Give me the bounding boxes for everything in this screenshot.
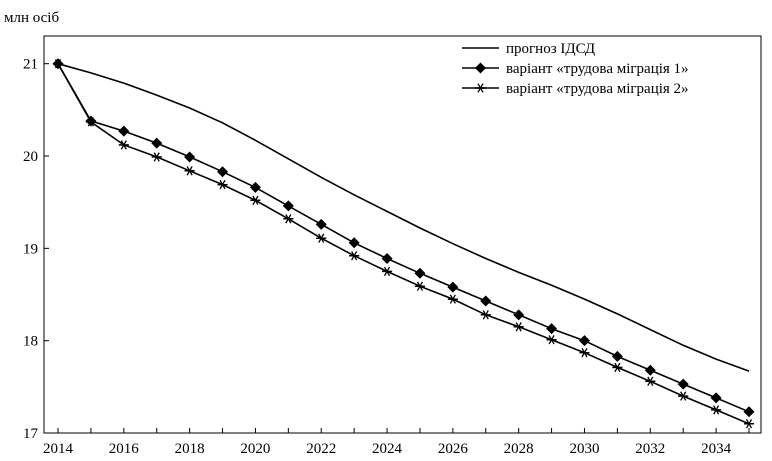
- y-tick-label: 21: [23, 57, 38, 73]
- data-point: [282, 200, 294, 212]
- series-layer: [52, 58, 755, 429]
- series-2: [52, 58, 755, 418]
- data-point: [546, 335, 557, 345]
- data-point: [118, 140, 129, 150]
- x-tick-label: 2014: [43, 441, 74, 457]
- legend: прогноз ІДСД варіант «трудова міграція 1»…: [462, 41, 689, 97]
- data-point: [151, 152, 162, 162]
- data-point: [711, 405, 722, 415]
- data-point: [414, 281, 425, 291]
- plot-frame: [43, 35, 762, 434]
- data-point: [118, 125, 130, 137]
- data-point: [447, 294, 458, 304]
- series-3: [53, 59, 754, 429]
- x-axis: 2014 2016 2018 2020 2022 2024 2026 2028 2030 2032…: [43, 428, 750, 457]
- data-point: [382, 266, 393, 277]
- data-point: [644, 364, 656, 376]
- data-point: [217, 166, 229, 178]
- data-point: [480, 295, 492, 307]
- data-point: [710, 392, 722, 404]
- data-point: [53, 59, 63, 69]
- data-point: [381, 253, 393, 265]
- data-point: [283, 214, 294, 224]
- data-point: [677, 378, 689, 390]
- data-point: [743, 406, 755, 418]
- data-point: [678, 391, 689, 401]
- legend-item: варіант «трудова міграція 1»: [462, 61, 689, 77]
- data-point: [151, 137, 163, 149]
- data-point: [249, 181, 261, 193]
- x-tick-label: 2018: [175, 441, 205, 457]
- data-point: [315, 218, 327, 230]
- data-point: [513, 322, 524, 332]
- data-point: [349, 251, 360, 261]
- x-tick-label: 2026: [438, 441, 469, 457]
- series-line: [57, 62, 750, 372]
- legend-item: варіант «трудова міграція 2»: [462, 81, 689, 97]
- data-point: [184, 166, 195, 176]
- legend-label: варіант «трудова міграція 2»: [506, 81, 689, 97]
- data-point: [546, 323, 558, 335]
- data-point: [250, 195, 261, 205]
- data-point: [578, 335, 590, 347]
- legend-label: прогноз ІДСД: [506, 41, 595, 57]
- y-tick-label: 18: [23, 334, 38, 350]
- data-point: [316, 233, 327, 243]
- y-tick-label: 20: [23, 149, 38, 165]
- data-point: [513, 309, 525, 321]
- x-tick-label: 2030: [569, 441, 599, 457]
- legend-label: варіант «трудова міграція 1»: [506, 61, 689, 77]
- data-point: [184, 151, 196, 163]
- data-point: [85, 117, 96, 127]
- data-point: [744, 419, 754, 429]
- series-line: [57, 63, 750, 425]
- x-tick-label: 2028: [504, 441, 534, 457]
- series-1: [57, 62, 750, 372]
- data-point: [579, 348, 590, 358]
- y-axis: 17 18 19 20 21: [23, 57, 49, 442]
- data-point: [480, 310, 491, 320]
- legend-marker: [475, 62, 486, 74]
- x-tick-label: 2032: [635, 441, 665, 457]
- y-tick-label: 19: [23, 241, 38, 257]
- data-point: [414, 267, 426, 279]
- legend-item: прогноз ІДСД: [462, 41, 595, 57]
- x-tick-label: 2024: [372, 441, 403, 457]
- x-tick-label: 2020: [240, 441, 270, 457]
- data-point: [645, 376, 656, 386]
- series-line: [57, 63, 750, 413]
- data-point: [348, 237, 360, 249]
- legend-marker: [475, 83, 486, 93]
- data-point: [612, 362, 623, 373]
- data-point: [611, 350, 623, 362]
- x-tick-label: 2022: [306, 441, 336, 457]
- data-point: [447, 281, 459, 293]
- x-tick-label: 2034: [701, 441, 732, 457]
- y-tick-label: 17: [23, 426, 39, 442]
- x-tick-label: 2016: [109, 441, 140, 457]
- data-point: [217, 179, 228, 190]
- y-axis-unit-label: млн осіб: [4, 10, 59, 26]
